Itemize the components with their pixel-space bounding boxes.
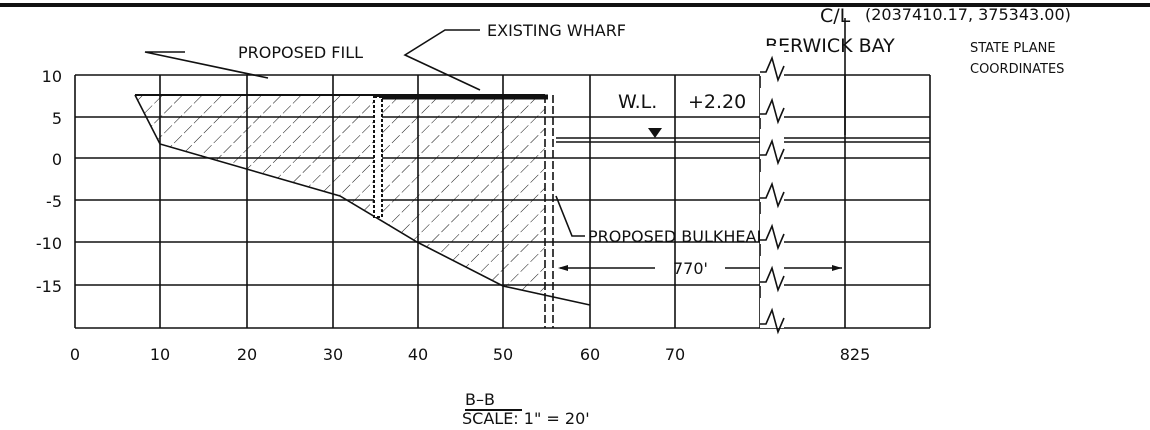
section-title: B–B — [465, 390, 495, 409]
y-label: -10 — [36, 234, 62, 253]
label: BERWICK BAY — [765, 35, 895, 57]
label: C/L — [820, 5, 851, 27]
leader — [403, 29, 481, 91]
label: 770' — [673, 259, 708, 278]
x-label: 825 — [840, 345, 871, 364]
x-label: 50 — [493, 345, 513, 364]
break-symbol — [760, 181, 785, 209]
break-symbol — [760, 223, 785, 251]
label: STATE PLANE — [970, 41, 1056, 56]
break-symbol — [760, 138, 785, 166]
arrow — [558, 265, 568, 271]
y-label: -15 — [36, 277, 62, 296]
label: +2.20 — [688, 91, 746, 113]
y-label: -5 — [46, 192, 62, 211]
break-symbol — [760, 307, 785, 335]
x-label: 30 — [323, 345, 343, 364]
x-label: 20 — [237, 345, 257, 364]
leader — [144, 51, 269, 79]
y-label: 10 — [42, 67, 62, 86]
y-label: 5 — [52, 109, 62, 128]
y-label: 0 — [52, 150, 62, 169]
scale: SCALE: 1" = 20' — [462, 409, 590, 428]
x-label: 40 — [408, 345, 428, 364]
ground-line — [134, 94, 591, 306]
wharf-pile — [373, 96, 383, 218]
x-label: 10 — [150, 345, 170, 364]
label: PROPOSED FILL — [238, 43, 363, 62]
x-label: 70 — [665, 345, 685, 364]
arrow — [832, 265, 842, 271]
label: COORDINATES — [970, 62, 1064, 77]
x-label: 60 — [580, 345, 600, 364]
leader — [555, 195, 585, 237]
break-symbol — [760, 97, 785, 125]
break-symbol — [760, 55, 785, 83]
label: (2037410.17, 375343.00) — [865, 5, 1071, 24]
label: W.L. — [618, 91, 657, 113]
label: EXISTING WHARF — [487, 21, 626, 40]
break-symbol — [760, 265, 785, 293]
water-level-symbol — [648, 128, 662, 138]
label: PROPOSED BULKHEAD — [588, 227, 769, 246]
x-label: 0 — [70, 345, 80, 364]
